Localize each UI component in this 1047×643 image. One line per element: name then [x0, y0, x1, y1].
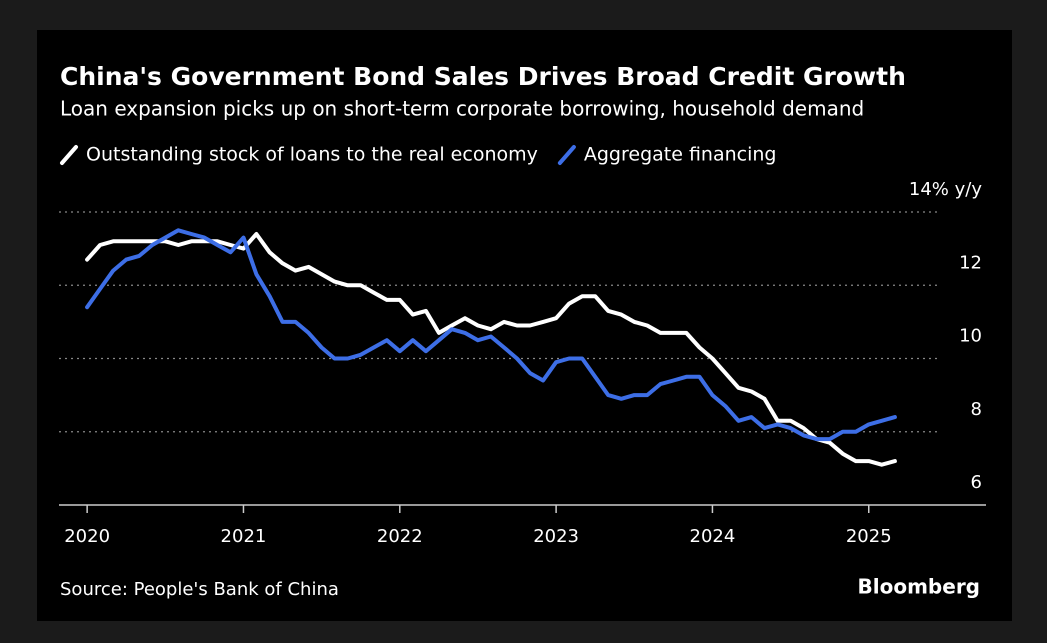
- x-tick-label: 2022: [377, 526, 423, 547]
- y-tick-label: 10: [959, 326, 982, 347]
- x-tick-label: 2024: [690, 526, 736, 547]
- x-tick-label: 2023: [533, 526, 579, 547]
- legend-swatch: [557, 145, 576, 165]
- series-line: [85, 232, 897, 467]
- series-line: [85, 228, 897, 442]
- y-tick-label: 8: [971, 399, 982, 420]
- x-tick-label: 2021: [221, 526, 267, 547]
- x-tick-label: 2025: [846, 526, 892, 547]
- source: Source: People's Bank of China: [60, 579, 339, 600]
- legend-label: Aggregate financing: [584, 144, 777, 166]
- legend-swatch: [60, 145, 78, 165]
- legend-label: Outstanding stock of loans to the real e…: [86, 144, 538, 166]
- y-tick-label: 14% y/y: [909, 179, 982, 200]
- chart-subtitle: Loan expansion picks up on short-term co…: [60, 97, 864, 121]
- y-tick-label: 12: [959, 252, 982, 273]
- x-tick-label: 2020: [64, 526, 110, 547]
- brand: Bloomberg: [858, 575, 980, 599]
- y-tick-label: 6: [971, 472, 982, 493]
- chart-title: China's Government Bond Sales Drives Bro…: [60, 62, 906, 91]
